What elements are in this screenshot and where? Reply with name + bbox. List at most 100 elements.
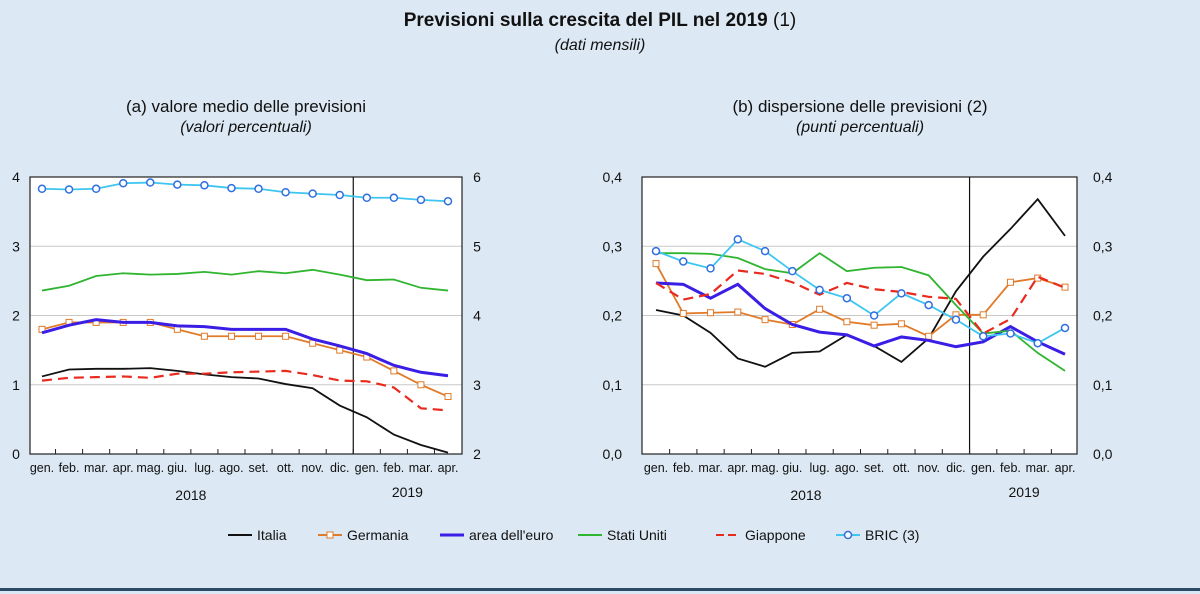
year-label: 2018 <box>175 487 206 503</box>
y-tick-label: 0 <box>12 446 20 462</box>
x-tick-label: feb. <box>383 461 404 475</box>
data-point-circle <box>760 246 770 256</box>
plot-border <box>641 176 1078 455</box>
x-tick-label: apr. <box>113 461 134 475</box>
data-point-circle <box>1033 338 1042 348</box>
figure-subtitle: (dati mensili) <box>554 37 646 54</box>
series-line-germania <box>655 263 1066 338</box>
data-point-square <box>979 311 987 319</box>
data-point-square <box>843 318 851 326</box>
y2-tick-label: 2 <box>473 446 481 462</box>
figure-title: Previsioni sulla crescita del PIL nel 20… <box>403 10 797 31</box>
x-tick-label: mar. <box>84 461 108 475</box>
data-point-circle <box>118 178 128 188</box>
y2-tick-label: 0,1 <box>1093 377 1113 393</box>
data-point-circle <box>335 190 344 200</box>
x-tick-label: feb. <box>1000 461 1021 475</box>
data-point-circle <box>924 300 933 310</box>
year-label: 2019 <box>392 484 423 500</box>
series-line-stati-uniti <box>41 268 449 292</box>
data-point-circle <box>1060 323 1070 333</box>
data-point-square <box>734 308 742 316</box>
data-point-square <box>282 332 290 340</box>
legend-marker <box>843 530 853 540</box>
x-tick-label: apr. <box>1055 461 1076 475</box>
data-point-circle <box>281 187 290 197</box>
x-tick-label: set. <box>248 461 268 475</box>
data-point-circle <box>651 246 661 256</box>
y2-tick-label: 5 <box>473 238 481 254</box>
legend-label: Giappone <box>745 527 806 543</box>
y-tick-label: 0,0 <box>603 446 623 462</box>
y-tick-label: 3 <box>12 238 20 254</box>
series-line-stati-uniti <box>656 252 1066 372</box>
data-point-square <box>444 393 452 401</box>
y-tick-label: 0,2 <box>603 308 623 324</box>
y-tick-label: 0,1 <box>603 377 623 393</box>
data-point-circle <box>362 193 372 203</box>
x-tick-label: mag. <box>751 461 779 475</box>
data-point-circle <box>200 181 209 190</box>
x-tick-label: gen. <box>30 461 54 475</box>
series-line-bric-3- <box>655 238 1066 345</box>
data-point-square <box>200 332 208 340</box>
x-tick-label: giu. <box>782 461 802 475</box>
legend-label: BRIC (3) <box>865 527 919 543</box>
bottom-divider <box>0 588 1200 591</box>
x-tick-label: gen. <box>355 461 379 475</box>
x-tick-label: gen. <box>644 461 668 475</box>
x-tick-label: apr. <box>438 461 459 475</box>
data-point-circle <box>173 180 182 189</box>
x-tick-label: ott. <box>893 461 910 475</box>
data-point-circle <box>308 189 317 198</box>
series-line-area-dell-euro <box>41 318 449 378</box>
y2-tick-label: 4 <box>473 308 481 324</box>
data-point-circle <box>679 257 688 266</box>
series-line-italia <box>41 367 449 454</box>
x-tick-label: ago. <box>219 461 243 475</box>
y2-tick-label: 0,3 <box>1093 238 1113 254</box>
series-line-bric-3- <box>41 181 449 203</box>
panel-a-title: (a) valore medio delle previsioni (valori… <box>125 97 366 136</box>
data-point-circle <box>37 184 47 194</box>
x-tick-label: nov. <box>301 461 324 475</box>
x-tick-label: ott. <box>277 461 294 475</box>
data-point-square <box>227 332 235 340</box>
legend-label: Stati Uniti <box>607 527 667 543</box>
y2-tick-label: 0,0 <box>1093 446 1113 462</box>
data-point-circle <box>815 285 824 295</box>
data-point-circle <box>64 185 74 194</box>
plot-border <box>29 176 463 455</box>
data-point-circle <box>416 195 426 205</box>
x-tick-label: ago. <box>835 461 859 475</box>
y-tick-label: 1 <box>12 377 20 393</box>
legend-marker <box>326 531 334 539</box>
y2-tick-label: 0,2 <box>1093 308 1113 324</box>
data-point-square <box>761 316 769 324</box>
data-point-square <box>870 321 878 329</box>
x-tick-label: mar. <box>698 461 722 475</box>
data-point-square <box>652 260 660 268</box>
data-point-circle <box>227 183 236 193</box>
data-point-square <box>897 320 905 328</box>
data-point-circle <box>254 184 263 194</box>
data-point-circle <box>146 178 155 187</box>
y-tick-label: 0,3 <box>603 238 623 254</box>
data-point-circle <box>1006 329 1015 338</box>
x-tick-label: gen. <box>971 461 995 475</box>
data-point-square <box>1061 283 1069 291</box>
x-tick-label: mar. <box>1026 461 1050 475</box>
x-tick-label: dic. <box>946 461 965 475</box>
data-point-circle <box>706 264 715 273</box>
data-point-square <box>1006 278 1014 286</box>
series-line-giappone <box>655 269 1066 335</box>
data-point-square <box>255 332 263 340</box>
data-point-square <box>925 332 933 340</box>
y-tick-label: 2 <box>12 308 20 324</box>
data-point-circle <box>842 293 852 303</box>
y-tick-label: 0,4 <box>603 169 623 185</box>
legend-label: Italia <box>257 527 287 543</box>
data-point-square <box>816 305 824 313</box>
